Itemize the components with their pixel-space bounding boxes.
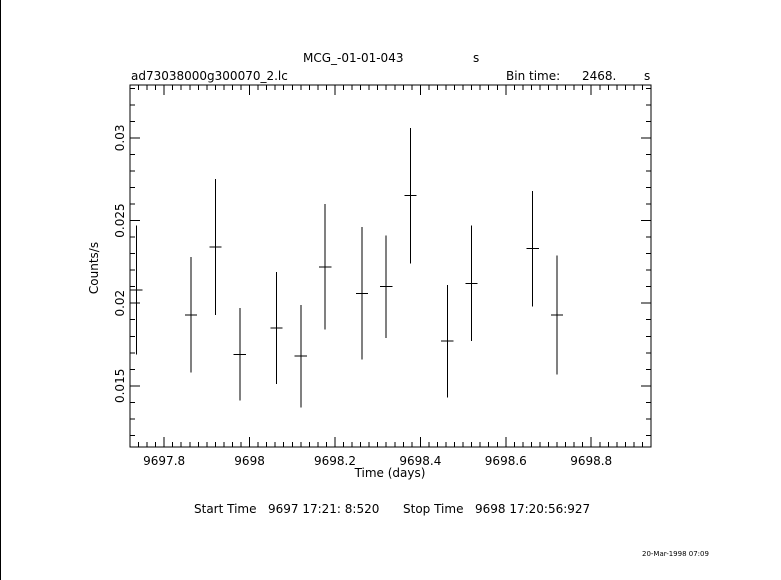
- data-point: [380, 235, 393, 338]
- data-point: [294, 304, 307, 408]
- y-tick-label: 0.02: [113, 290, 127, 317]
- x-tick-label: 9698.2: [314, 454, 356, 468]
- object-unit: s: [473, 51, 480, 65]
- data-point: [355, 227, 368, 360]
- file-name: ad73038000g300070_2.lc: [131, 69, 288, 83]
- x-tick-label: 9698.8: [570, 454, 612, 468]
- data-point: [184, 256, 198, 373]
- object-name: MCG_-01-01-043: [303, 51, 404, 65]
- data-point: [441, 285, 454, 398]
- bin-time-value: 2468.: [582, 69, 617, 83]
- stop-time-value: 9698 17:20:56:927: [475, 502, 591, 516]
- data-point: [233, 308, 246, 401]
- data-point: [130, 225, 143, 355]
- start-time-value: 9697 17:21: 8:520: [268, 502, 380, 516]
- y-tick-label: 0.015: [113, 369, 127, 403]
- bin-time-unit: s: [644, 69, 651, 83]
- x-tick-label: 9697.8: [143, 454, 185, 468]
- x-axis-ticks: 9697.8 9698 9698.2 9698.4 9698.6 9698.8: [138, 85, 652, 468]
- data-point: [550, 255, 564, 375]
- x-tick-label: 9698.4: [399, 454, 441, 468]
- data-point: [319, 204, 332, 330]
- data-point: [270, 271, 283, 385]
- x-axis-label: Time (days): [354, 466, 426, 480]
- y-axis-label: Counts/s: [87, 242, 101, 294]
- data-point: [465, 225, 478, 342]
- y-axis-ticks: 0.015 0.02 0.025 0.03: [113, 87, 651, 436]
- x-tick-label: 9698.6: [485, 454, 527, 468]
- data-point: [526, 190, 539, 307]
- bin-time-label: Bin time:: [506, 69, 561, 83]
- data-point: [209, 179, 222, 315]
- y-tick-label: 0.03: [113, 125, 127, 152]
- stop-time-label: Stop Time: [403, 502, 464, 516]
- data-points: [130, 127, 564, 408]
- start-time-label: Start Time: [194, 502, 257, 516]
- data-point: [404, 127, 417, 264]
- y-tick-label: 0.025: [113, 203, 127, 237]
- datestamp: 20-Mar-1998 07:09: [642, 550, 709, 558]
- plot-frame: [129, 84, 652, 448]
- x-tick-label: 9698: [234, 454, 265, 468]
- window-left-edge: [0, 0, 1, 580]
